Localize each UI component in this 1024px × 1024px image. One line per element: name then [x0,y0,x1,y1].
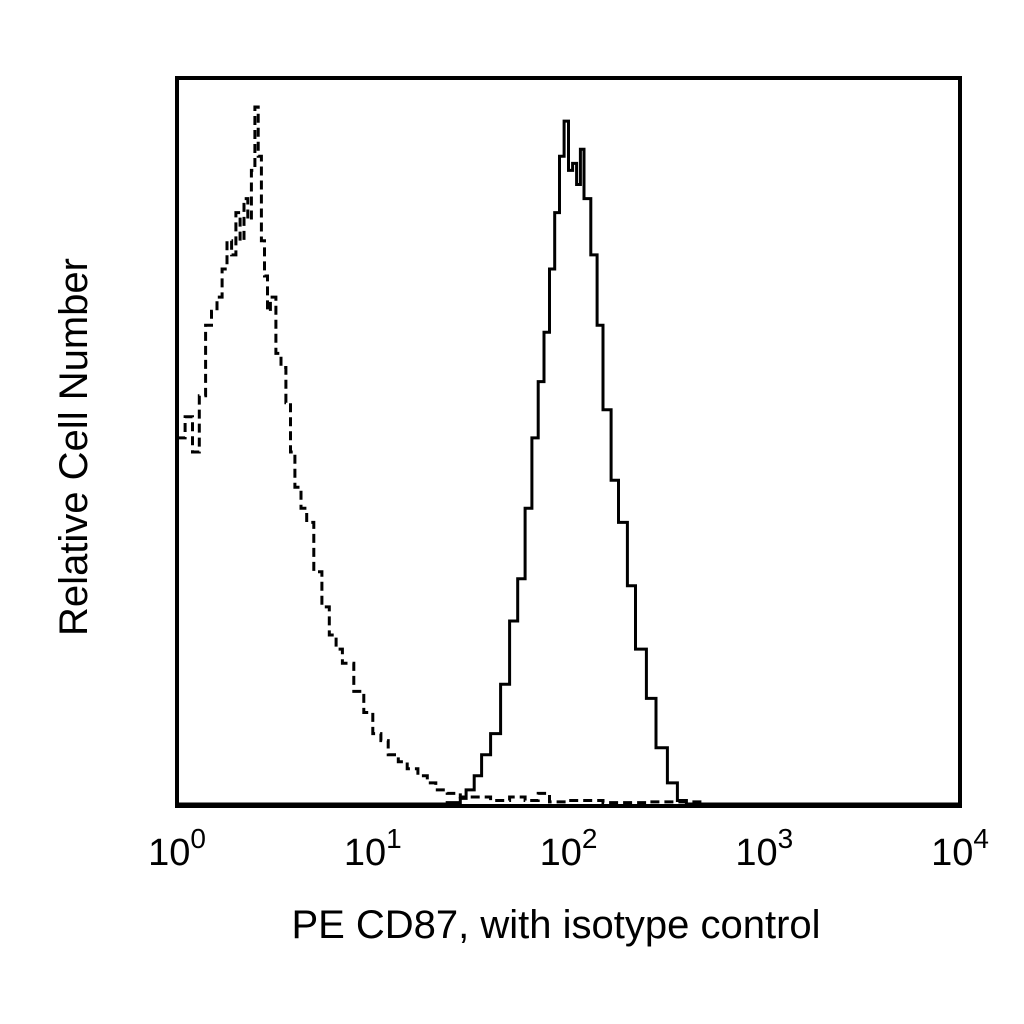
x-tick-exponent: 4 [973,823,989,854]
pe-cd87-curve [177,119,960,806]
x-tick-label: 104 [931,823,989,874]
x-tick-label: 101 [344,823,402,874]
plot-frame [175,76,962,808]
y-axis-label: Relative Cell Number [52,258,96,636]
x-axis-label: PE CD87, with isotype control [291,903,820,947]
isotype-control-curve [177,105,960,806]
x-tick-base: 10 [735,832,777,874]
x-tick-labels: 100 101 102 103 104 [148,823,989,874]
x-tick-label: 102 [540,823,598,874]
x-tick-label: 100 [148,823,206,874]
x-tick-exponent: 1 [386,823,402,854]
x-tick-base: 10 [540,832,582,874]
x-tick-base: 10 [148,832,190,874]
x-tick-base: 10 [344,832,386,874]
x-tick-base: 10 [931,832,973,874]
x-tick-label: 103 [735,823,793,874]
x-tick-exponent: 0 [190,823,206,854]
x-tick-exponent: 3 [778,823,794,854]
x-tick-exponent: 2 [582,823,598,854]
series-layer [177,105,960,806]
